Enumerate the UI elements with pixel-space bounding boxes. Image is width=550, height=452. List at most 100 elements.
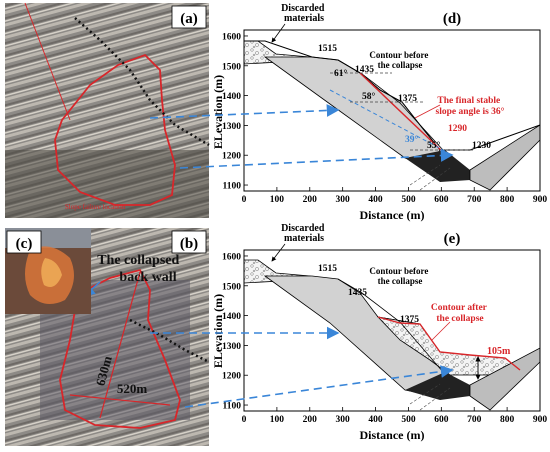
d-xtick-label: 500 (401, 195, 416, 205)
section-d-a39: 39° (405, 134, 419, 145)
e-ytick-label: 1400 (222, 312, 241, 322)
photo-c: (c) (5, 228, 91, 314)
section-d-x-axis: 0 100 200 300 400 500 600 700 800 900 (242, 187, 548, 205)
d-ytick-label: 1200 (222, 152, 241, 162)
photo-a-caption: Slope failure location (65, 203, 126, 211)
arrow-a-to-d-2 (179, 149, 454, 169)
section-d-panel-label: (d) (443, 11, 461, 27)
section-e-discarded-label: Discarded materials (281, 223, 327, 244)
section-d-e1290: 1290 (448, 124, 467, 134)
section-e-xlabel: Distance (m) (360, 428, 425, 442)
section-d-stable-arrow (414, 104, 441, 119)
d-xtick-label: 200 (303, 195, 318, 205)
section-d-discarded-arrow (271, 23, 286, 43)
e-xtick-label: 200 (303, 415, 318, 425)
e-ytick-label: 1600 (222, 252, 241, 262)
photo-a-label: (a) (180, 11, 198, 27)
section-e-panel-label: (e) (444, 231, 461, 247)
d-xtick-label: 800 (500, 195, 515, 205)
photo-a: (a) Slope failure location (5, 2, 210, 218)
section-e-layers (243, 259, 541, 411)
photo-a-redline (24, 2, 71, 121)
photo-c-label-box (6, 230, 42, 254)
photo-a-label-box (171, 5, 207, 29)
e-xtick-label: 600 (434, 415, 449, 425)
section-d-discarded-line2: materials (284, 13, 324, 24)
e-ytick-label: 1500 (222, 282, 241, 292)
d-ytick-label: 1100 (223, 182, 242, 192)
section-d-contour-before (337, 59, 444, 151)
photo-a-collapse-outline (54, 53, 176, 206)
arrow-a-to-d-1 (149, 104, 340, 119)
d-ytick-label: 1600 (222, 32, 241, 42)
section-d-y-axis: 1100 1200 1300 1400 1500 1600 (222, 32, 248, 192)
section-e-discarded-line2: materials (284, 233, 324, 244)
photo-a-shade (5, 150, 209, 218)
section-d-a58: 58° (362, 91, 376, 102)
d-ytick-label: 1400 (222, 92, 241, 102)
photo-b-note-line2: back wall (119, 270, 176, 285)
photo-b-dim-width: 520m (117, 381, 148, 396)
e-xtick-label: 700 (467, 415, 482, 425)
section-e: 1100 1200 1300 1400 1500 1600 0 100 200 300 400 50… (211, 223, 547, 442)
section-d-toe-dash-2 (419, 167, 451, 191)
d-xtick-label: 300 (336, 195, 351, 205)
section-d-e1375: 1375 (398, 94, 417, 104)
d-ytick-label: 1300 (222, 122, 241, 132)
section-e-contour-before-label: Contour before the collapse (369, 266, 430, 286)
photo-b-label: (b) (180, 236, 198, 252)
section-d-toe-dash-1 (409, 164, 441, 186)
e-xtick-label: 500 (401, 415, 416, 425)
section-e-contour-before-line1: Contour before (369, 266, 428, 276)
e-xtick-label: 400 (368, 415, 383, 425)
section-e-e1435: 1435 (348, 288, 367, 298)
photo-b-dim-length-line (99, 271, 141, 419)
section-d-a55: 55° (427, 140, 441, 151)
section-e-ylabel: ELevation (m) (211, 294, 225, 368)
section-e-contour-after-label: Contour after the collapse (431, 303, 489, 324)
section-d-ylabel: ELevation (m) (211, 75, 225, 149)
section-e-contour-after-line2: the collapse (436, 314, 483, 324)
section-e-e1515: 1515 (318, 264, 337, 274)
photo-b-collapse-outline (59, 268, 181, 429)
photo-c-label: (c) (16, 236, 33, 252)
section-d-stable-line1: The final stable (437, 96, 500, 106)
section-e-toe-dash-2 (419, 387, 451, 411)
photo-b-note: The collapsed back wall (97, 253, 183, 285)
photo-b-dim-width-line (69, 394, 171, 406)
section-d-a61: 61° (334, 68, 348, 79)
section-d-stable-line (359, 72, 444, 153)
d-xtick-label: 600 (434, 195, 449, 205)
e-xtick-label: 300 (336, 415, 351, 425)
section-d-e1435: 1435 (355, 65, 374, 75)
section-d-contour-before-label: Contour before the collapse (369, 50, 430, 70)
section-e-discarded-arrow (271, 243, 286, 262)
section-d-e1515: 1515 (318, 44, 337, 54)
section-e-e1375: 1375 (400, 315, 419, 325)
d-xtick-label: 100 (270, 195, 285, 205)
section-e-contour-after (377, 316, 521, 371)
e-ytick-label: 1300 (222, 342, 241, 352)
section-e-contour-after-arrow (431, 321, 451, 341)
photo-b-label-box (171, 230, 207, 254)
section-e-discarded-line1: Discarded (281, 223, 325, 234)
d-xtick-label: 700 (467, 195, 482, 205)
section-d-right-wall (469, 124, 541, 191)
section-e-frame (243, 249, 541, 412)
section-d-layers (243, 40, 541, 191)
photo-b-dotted-line (129, 318, 210, 364)
section-d-contour-before-line1: Contour before (369, 50, 428, 60)
section-d-e1230: 1230 (472, 141, 491, 151)
section-d: 1100 1200 1300 1400 1500 1600 0 100 200 300 400 50… (211, 3, 547, 222)
d-xtick-label: 0 (242, 195, 247, 205)
d-ytick-label: 1500 (222, 62, 241, 72)
d-xtick-label: 900 (533, 195, 548, 205)
e-xtick-label: 0 (242, 415, 247, 425)
section-e-y-axis: 1100 1200 1300 1400 1500 1600 (222, 252, 248, 412)
section-e-h105: 105m (487, 346, 511, 357)
section-e-contour-before-line2: the collapse (378, 276, 423, 286)
d-xtick-label: 400 (368, 195, 383, 205)
e-ytick-label: 1100 (223, 402, 242, 412)
cross-arrows (149, 104, 454, 408)
